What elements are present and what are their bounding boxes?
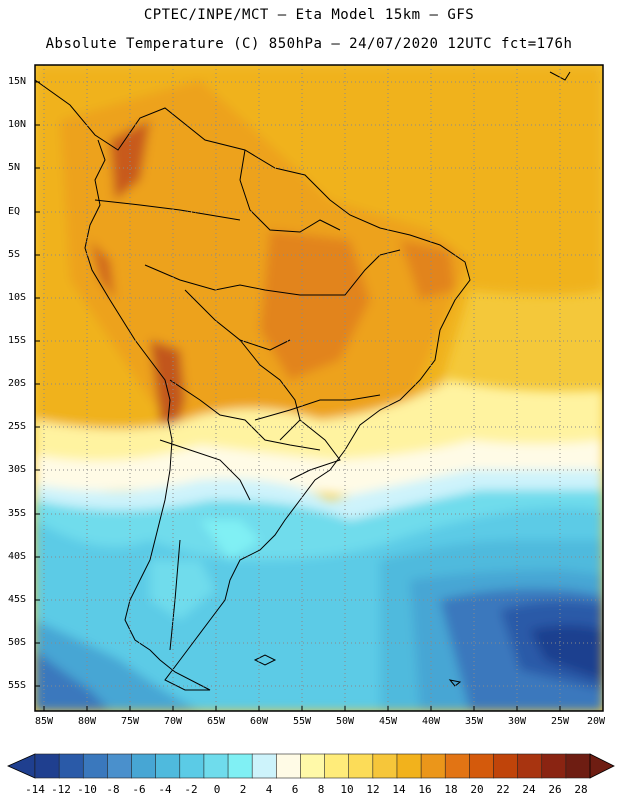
colorbar-cell xyxy=(565,753,591,779)
colorbar-label: -8 xyxy=(106,783,120,796)
lat-label: 45S xyxy=(8,594,27,605)
colorbar-cell xyxy=(275,753,302,779)
lon-label: 35W xyxy=(464,716,484,727)
colorbar-high-arrow xyxy=(589,753,615,779)
colorbar-label: 24 xyxy=(522,783,536,796)
colorbar-label: -14 xyxy=(25,783,45,796)
colorbar-cell xyxy=(517,753,543,779)
colorbar-cell xyxy=(179,753,205,779)
colorbar-label: 8 xyxy=(317,783,325,796)
lon-label: 40W xyxy=(421,716,441,727)
lon-label: 85W xyxy=(34,716,54,727)
lon-label: 45W xyxy=(378,716,398,727)
lon-label: 20W xyxy=(586,716,606,727)
axis-ticks xyxy=(35,81,561,711)
colorbar-label: 6 xyxy=(291,783,299,796)
lon-label: 70W xyxy=(163,716,183,727)
lon-label: 65W xyxy=(206,716,226,727)
lat-label: 10N xyxy=(8,119,27,130)
lat-label: 25S xyxy=(8,421,27,432)
colorbar-cell xyxy=(420,753,446,779)
colorbar-label: -6 xyxy=(132,783,146,796)
colorbar-label: 4 xyxy=(265,783,273,796)
lat-label: EQ xyxy=(8,206,21,217)
lon-label: 30W xyxy=(507,716,527,727)
lat-label: 50S xyxy=(8,637,27,648)
lat-label: 5S xyxy=(8,249,21,260)
colorbar-label: 10 xyxy=(340,783,354,796)
colorbar-cells xyxy=(34,753,591,779)
colorbar-cell xyxy=(131,753,157,779)
colorbar-cell xyxy=(107,753,133,779)
colorbar-cell xyxy=(155,753,181,779)
colorbar-cell xyxy=(372,753,398,779)
colorbar-label: 22 xyxy=(496,783,510,796)
colorbar-cell xyxy=(396,753,422,779)
colorbar-cell xyxy=(58,753,84,779)
colorbar-cell xyxy=(203,753,229,779)
colorbar-label: 0 xyxy=(213,783,221,796)
lat-label: 30S xyxy=(8,464,27,475)
colorbar-label: -12 xyxy=(51,783,71,796)
coastline-layer xyxy=(35,71,571,691)
colorbar-cell xyxy=(541,753,567,779)
colorbar-label: 16 xyxy=(418,783,432,796)
colorbar-label: 2 xyxy=(239,783,247,796)
lat-label: 15N xyxy=(8,76,27,87)
colorbar-label: -4 xyxy=(158,783,172,796)
colorbar-label: 18 xyxy=(444,783,458,796)
lon-label: 60W xyxy=(249,716,269,727)
graticule xyxy=(35,65,603,711)
map-title-line-1: CPTEC/INPE/MCT – Eta Model 15km – GFS xyxy=(143,7,475,23)
colorbar-cell xyxy=(324,753,350,779)
colorbar-label: 14 xyxy=(392,783,406,796)
lat-label: 20S xyxy=(8,378,27,389)
colorbar-cell xyxy=(493,753,519,779)
colorbar-label: 26 xyxy=(548,783,562,796)
lon-label: 25W xyxy=(550,716,570,727)
temperature-field xyxy=(35,65,603,711)
colorbar-label: 28 xyxy=(574,783,588,796)
lat-label: 55S xyxy=(8,680,27,691)
lat-label: 35S xyxy=(8,508,27,519)
colorbar xyxy=(7,753,615,779)
colorbar-cell xyxy=(82,753,108,779)
colorbar-label: -10 xyxy=(77,783,97,796)
colorbar-cell xyxy=(348,753,374,779)
lon-label: 75W xyxy=(120,716,140,727)
lon-label: 55W xyxy=(292,716,312,727)
lat-label: 15S xyxy=(8,335,27,346)
colorbar-cell xyxy=(444,753,470,779)
map-frame xyxy=(34,64,604,712)
lat-label: 40S xyxy=(8,551,27,562)
colorbar-cell xyxy=(469,753,495,779)
lon-label: 80W xyxy=(77,716,97,727)
colorbar-cell xyxy=(227,753,253,779)
map-title-line-2: Absolute Temperature (C) 850hPa – 24/07/… xyxy=(45,36,573,52)
colorbar-cell xyxy=(34,753,60,779)
colorbar-low-arrow xyxy=(7,753,36,779)
colorbar-label: 12 xyxy=(366,783,380,796)
colorbar-label: -2 xyxy=(184,783,198,796)
lon-label: 50W xyxy=(335,716,355,727)
colorbar-cell xyxy=(251,753,277,779)
lat-label: 5N xyxy=(8,162,21,173)
colorbar-label: 20 xyxy=(470,783,484,796)
lat-label: 10S xyxy=(8,292,27,303)
colorbar-cell xyxy=(300,753,326,779)
